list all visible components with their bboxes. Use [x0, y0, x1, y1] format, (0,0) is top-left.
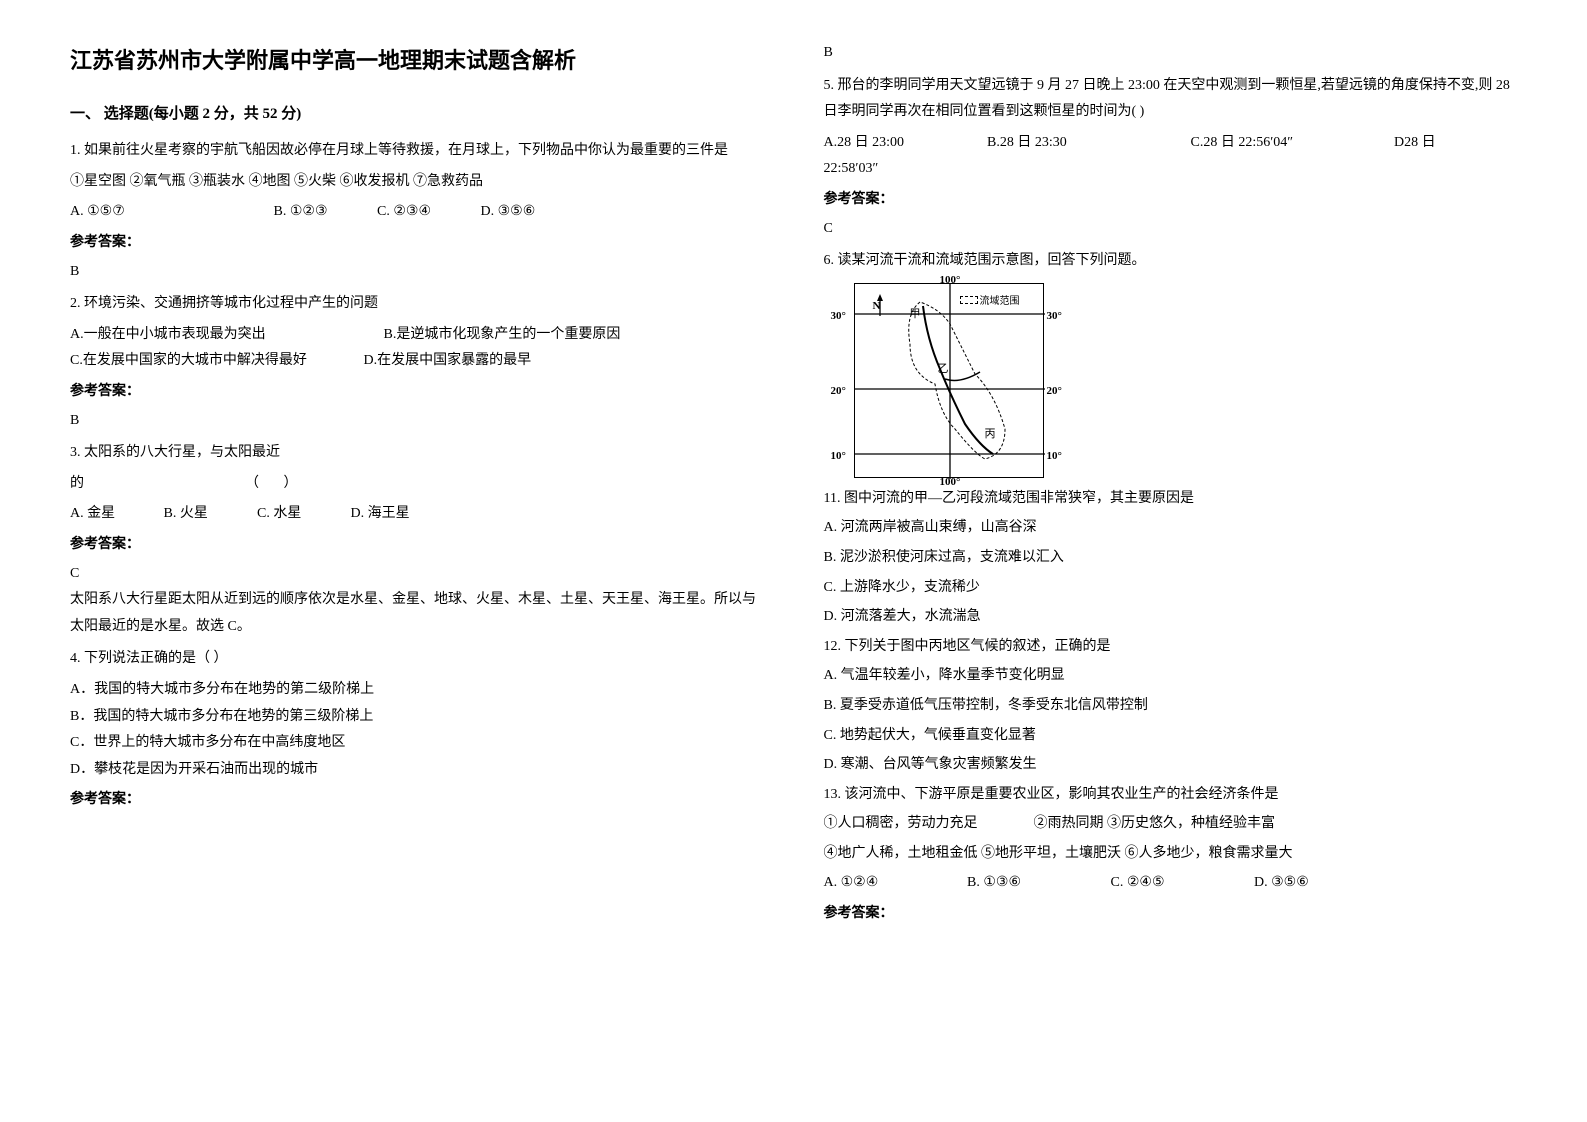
- q3-opt-b: B. 火星: [164, 501, 254, 528]
- q4-text: 4. 下列说法正确的是（ ）: [70, 646, 764, 673]
- q13-d: D. ③⑤⑥: [1254, 870, 1394, 897]
- map-yi: 乙: [938, 359, 949, 380]
- q1-answer: B: [70, 259, 764, 286]
- q5-options: A.28 日 23:00 B.28 日 23:30 C.28 日 22:56′0…: [824, 130, 1518, 157]
- q2-opt-b: B.是逆城市化现象产生的一个重要原因: [384, 327, 621, 342]
- map-lat30-l: 30°: [831, 306, 846, 327]
- q5-text: 5. 邢台的李明同学用天文望远镜于 9 月 27 日晚上 23:00 在天空中观…: [824, 73, 1518, 126]
- q1-opt-a: A. ①⑤⑦: [70, 199, 270, 226]
- q3-opt-c: C. 水星: [257, 501, 347, 528]
- q1-opt-c: C. ②③④: [377, 199, 477, 226]
- q13-c: C. ②④⑤: [1111, 870, 1251, 897]
- q12-b: B. 夏季受赤道低气压带控制，冬季受东北信风带控制: [824, 693, 1518, 720]
- map-bottom-label: 100°: [940, 472, 961, 493]
- q1-text: 1. 如果前往火星考察的宇航飞船因故必停在月球上等待救援，在月球上，下列物品中你…: [70, 138, 764, 165]
- map-lat20-r: 20°: [1047, 381, 1062, 402]
- map-jia: 甲: [910, 304, 921, 325]
- q3-opt-d: D. 海王星: [351, 501, 441, 528]
- q5-opt-b: B.28 日 23:30: [987, 130, 1187, 157]
- q5-answer-label: 参考答案：: [824, 187, 1518, 214]
- map-bing: 丙: [985, 424, 996, 445]
- q11-c: C. 上游降水少，支流稀少: [824, 575, 1518, 602]
- q1-items: ①星空图 ②氧气瓶 ③瓶装水 ④地图 ⑤火柴 ⑥收发报机 ⑦急救药品: [70, 169, 764, 196]
- q1-opt-d: D. ③⑤⑥: [481, 199, 581, 226]
- question-4: 4. 下列说法正确的是（ ） A．我国的特大城市多分布在地势的第二级阶梯上 B．…: [70, 646, 764, 814]
- q6-text: 6. 读某河流干流和流域范围示意图，回答下列问题。: [824, 248, 1518, 275]
- q3-options: A. 金星 B. 火星 C. 水星 D. 海王星: [70, 501, 764, 528]
- map-diagram: 100° N 流域范围 30° 30° 20° 20° 10° 10° 100°…: [854, 283, 1044, 478]
- q2-row2: C.在发展中国家的大城市中解决得最好 D.在发展中国家暴露的最早: [70, 348, 764, 375]
- q4-answer: B: [824, 40, 1518, 67]
- q4-opt-c: C．世界上的特大城市多分布在中高纬度地区: [70, 730, 764, 757]
- q1-answer-label: 参考答案：: [70, 230, 764, 257]
- q4-answer-label: 参考答案：: [70, 787, 764, 814]
- q3-text1: 3. 太阳系的八大行星，与太阳最近: [70, 440, 764, 467]
- q4-opt-b: B．我国的特大城市多分布在地势的第三级阶梯上: [70, 704, 764, 731]
- q13-b: B. ①③⑥: [967, 870, 1107, 897]
- q13-items1: ①人口稠密，劳动力充足 ②雨热同期 ③历史悠久，种植经验丰富: [824, 811, 1518, 838]
- q3-explanation: 太阳系八大行星距太阳从近到远的顺序依次是水星、金星、地球、火星、木星、土星、天王…: [70, 587, 764, 640]
- map-legend: 流域范围: [960, 292, 1020, 311]
- q2-opt-c: C.在发展中国家的大城市中解决得最好: [70, 348, 360, 375]
- question-1: 1. 如果前往火星考察的宇航飞船因故必停在月球上等待救援，在月球上，下列物品中你…: [70, 138, 764, 285]
- map-top-label: 100°: [940, 270, 961, 291]
- q5-opt-d: D28 日: [1394, 135, 1436, 150]
- map-lat10-r: 10°: [1047, 446, 1062, 467]
- q3-answer-label: 参考答案：: [70, 532, 764, 559]
- q12-text: 12. 下列关于图中丙地区气候的叙述，正确的是: [824, 634, 1518, 661]
- q1-opt-b: B. ①②③: [274, 199, 374, 226]
- q1-options: A. ①⑤⑦ B. ①②③ C. ②③④ D. ③⑤⑥: [70, 199, 764, 226]
- q11-a: A. 河流两岸被高山束缚，山高谷深: [824, 515, 1518, 542]
- q2-text: 2. 环境污染、交通拥挤等城市化过程中产生的问题: [70, 291, 764, 318]
- q13-text: 13. 该河流中、下游平原是重要农业区，影响其农业生产的社会经济条件是: [824, 782, 1518, 809]
- q11-d: D. 河流落差大，水流湍急: [824, 604, 1518, 631]
- q13-items2: ④地广人稀，土地租金低 ⑤地形平坦，土壤肥沃 ⑥人多地少，粮食需求量大: [824, 841, 1518, 868]
- q3-opt-a: A. 金星: [70, 501, 160, 528]
- q12-c: C. 地势起伏大，气候垂直变化显著: [824, 723, 1518, 750]
- section-header: 一、 选择题(每小题 2 分，共 52 分): [70, 100, 764, 129]
- map-lat20-l: 20°: [831, 381, 846, 402]
- q3-answer: C: [70, 561, 764, 588]
- q13-a: A. ①②④: [824, 870, 964, 897]
- map-n-label: N: [873, 296, 881, 317]
- q4-opt-a: A．我国的特大城市多分布在地势的第二级阶梯上: [70, 677, 764, 704]
- q2-opt-d: D.在发展中国家暴露的最早: [364, 353, 532, 368]
- q2-row1: A.一般在中小城市表现最为突出 B.是逆城市化现象产生的一个重要原因: [70, 322, 764, 349]
- q12-a: A. 气温年较差小，降水量季节变化明显: [824, 663, 1518, 690]
- q2-answer: B: [70, 408, 764, 435]
- question-2: 2. 环境污染、交通拥挤等城市化过程中产生的问题 A.一般在中小城市表现最为突出…: [70, 291, 764, 434]
- q5-answer: C: [824, 216, 1518, 243]
- q11-text: 11. 图中河流的甲—乙河段流域范围非常狭窄，其主要原因是: [824, 486, 1518, 513]
- q12-d: D. 寒潮、台风等气象灾害频繁发生: [824, 752, 1518, 779]
- q5-opt-a: A.28 日 23:00: [824, 130, 984, 157]
- q2-opt-a: A.一般在中小城市表现最为突出: [70, 322, 380, 349]
- q4-opt-d: D．攀枝花是因为开采石油而出现的城市: [70, 757, 764, 784]
- q5-opt-d2: 22:58′03″: [824, 156, 1518, 183]
- question-6: 6. 读某河流干流和流域范围示意图，回答下列问题。 100° N: [824, 248, 1518, 928]
- q13-options: A. ①②④ B. ①③⑥ C. ②④⑤ D. ③⑤⑥: [824, 870, 1518, 897]
- map-svg: [855, 284, 1045, 479]
- map-lat10-l: 10°: [831, 446, 846, 467]
- question-3: 3. 太阳系的八大行星，与太阳最近 的 （ ） A. 金星 B. 火星 C. 水…: [70, 440, 764, 640]
- question-5: 5. 邢台的李明同学用天文望远镜于 9 月 27 日晚上 23:00 在天空中观…: [824, 73, 1518, 243]
- q5-opt-c: C.28 日 22:56′04″: [1191, 130, 1391, 157]
- q6-answer-label: 参考答案：: [824, 901, 1518, 928]
- q2-answer-label: 参考答案：: [70, 379, 764, 406]
- map-lat30-r: 30°: [1047, 306, 1062, 327]
- q11-b: B. 泥沙淤积使河床过高，支流难以汇入: [824, 545, 1518, 572]
- q3-text2: 的 （ ）: [70, 471, 764, 498]
- doc-title: 江苏省苏州市大学附属中学高一地理期末试题含解析: [70, 40, 764, 82]
